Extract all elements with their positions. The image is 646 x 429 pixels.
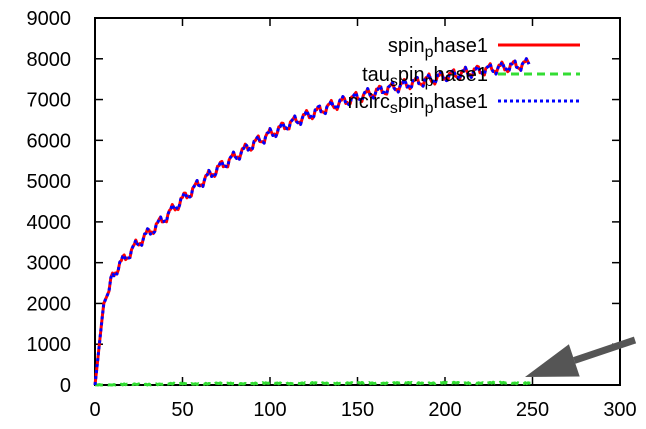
x-tick-label: 150 [341,399,374,421]
y-tick-label: 8000 [27,49,72,71]
x-tick-label: 250 [516,399,549,421]
legend-label-2: ncircspinphase1 [348,91,488,117]
annotation-arrow-head [525,344,580,377]
annotation-arrow-shaft [573,336,637,364]
x-tick-label: 200 [428,399,461,421]
y-tick-label: 5000 [27,171,72,193]
x-tick-label: 100 [253,399,286,421]
y-axis: 0 1000 2000 3000 4000 5000 6000 7000 8000 9000 [27,8,620,397]
legend-label-1: tauspinphase1 [362,64,488,90]
legend-label-0: spinphase1 [388,35,488,61]
annotations [525,336,637,377]
y-tick-label: 9000 [27,8,72,30]
x-tick-label: 0 [89,399,100,421]
series-layer [93,57,533,387]
y-tick-label: 7000 [27,90,72,112]
series-line-1 [94,380,533,387]
series-line-2 [93,57,531,386]
y-tick-label: 1000 [27,334,72,356]
y-tick-label: 4000 [27,212,72,234]
x-tick-label: 50 [171,399,193,421]
y-tick-label: 6000 [27,130,72,152]
y-tick-label: 0 [60,375,71,397]
x-tick-label: 300 [603,399,636,421]
x-axis: 0 50 100 150 200 250 300 [89,18,637,421]
y-tick-label: 2000 [27,293,72,315]
y-tick-label: 3000 [27,253,72,275]
